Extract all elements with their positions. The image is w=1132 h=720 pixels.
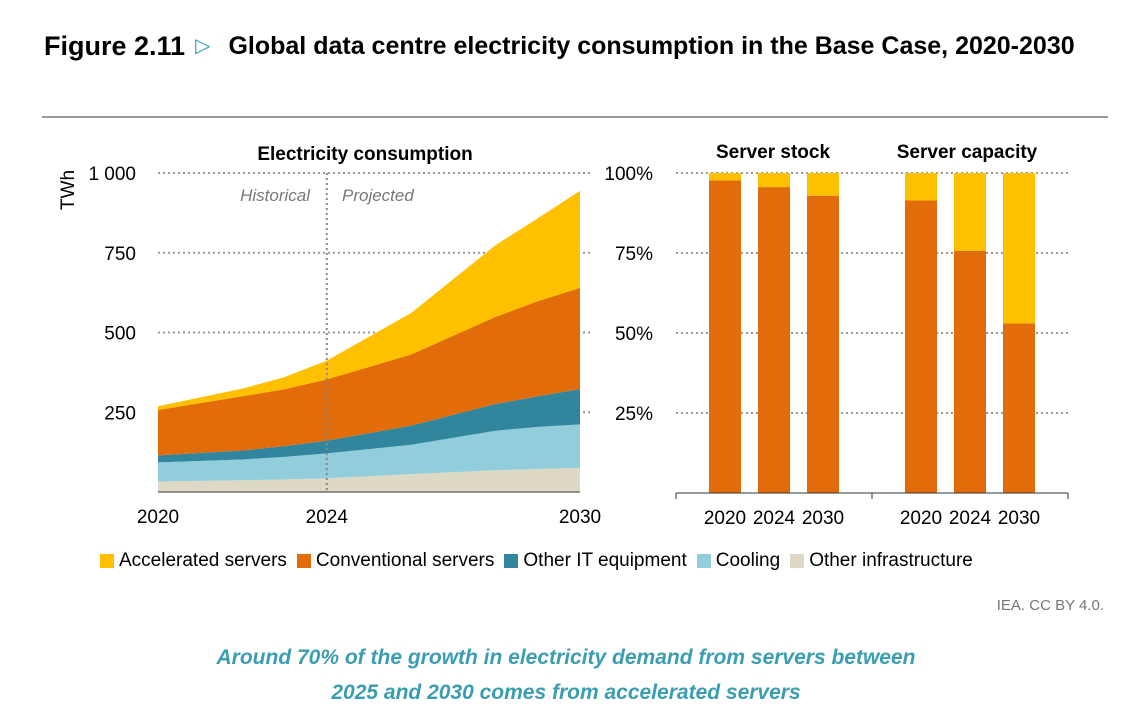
x-tick-label: 2024 bbox=[306, 507, 349, 528]
bar-segment-conventional-servers bbox=[954, 250, 986, 493]
y-tick-label: 100% bbox=[604, 164, 653, 185]
x-tick-label: 2030 bbox=[998, 508, 1040, 529]
legend-label: Other infrastructure bbox=[809, 550, 973, 571]
legend-item: Accelerated servers bbox=[100, 550, 287, 572]
source-note: IEA. CC BY 4.0. bbox=[996, 597, 1104, 614]
bar-chart-title: Server stock bbox=[716, 142, 831, 163]
bar-segment-accelerated-servers bbox=[807, 173, 839, 196]
y-tick-label: 50% bbox=[615, 324, 653, 345]
legend-item: Conventional servers bbox=[296, 550, 495, 572]
area-series-other-infrastructure bbox=[158, 467, 580, 492]
bar-segment-conventional-servers bbox=[709, 180, 741, 494]
triangle-right-icon: ▷ bbox=[195, 35, 211, 57]
x-tick-label: 2024 bbox=[753, 508, 796, 529]
y-tick-label: 250 bbox=[104, 403, 136, 424]
legend-label: Conventional servers bbox=[315, 550, 495, 571]
legend-swatch bbox=[696, 554, 711, 568]
legend-label: Accelerated servers bbox=[119, 550, 287, 571]
bar-segment-accelerated-servers bbox=[954, 173, 986, 251]
caption: Around 70% of the growth in electricity … bbox=[216, 646, 916, 704]
legend-label: Cooling bbox=[715, 550, 781, 571]
annotation-historical: Historical bbox=[240, 186, 311, 205]
x-tick-label: 2020 bbox=[137, 507, 179, 528]
x-tick-label: 2024 bbox=[949, 508, 992, 529]
bar-segment-accelerated-servers bbox=[709, 173, 741, 181]
x-tick-label: 2020 bbox=[704, 508, 746, 529]
bar-segment-conventional-servers bbox=[905, 200, 937, 493]
annotation-projected: Projected bbox=[342, 186, 414, 205]
figure-title: Global data centre electricity consumpti… bbox=[228, 32, 1075, 60]
bar-chart-panel: 25% 50% 75% 100% Server stock 2020 2024 2030 Ser… bbox=[604, 142, 1069, 529]
legend: Accelerated servers Conventional servers O… bbox=[100, 550, 973, 572]
legend-item: Other infrastructure bbox=[790, 550, 973, 572]
y-tick-label: 1 000 bbox=[88, 164, 136, 185]
y-tick-label: 75% bbox=[615, 244, 653, 265]
title-divider bbox=[42, 116, 1108, 118]
bar-segment-accelerated-servers bbox=[1003, 173, 1035, 324]
area-chart-panel: 250 500 750 1 000 Historical Projected Electri… bbox=[58, 144, 601, 528]
y-tick-label: 750 bbox=[104, 244, 136, 265]
bar-segment-conventional-servers bbox=[1003, 323, 1035, 493]
area-series-conventional-servers bbox=[158, 287, 580, 456]
bar-segment-accelerated-servers bbox=[758, 173, 790, 188]
legend-swatch bbox=[296, 554, 311, 568]
bar-segment-conventional-servers bbox=[807, 195, 839, 493]
legend-item: Other IT equipment bbox=[504, 550, 687, 572]
x-tick-label: 2030 bbox=[802, 508, 844, 529]
x-tick-label: 2020 bbox=[900, 508, 942, 529]
y-axis-label: TWh bbox=[58, 170, 79, 210]
area-series-cooling bbox=[158, 424, 580, 482]
area-series-other-it-equipment bbox=[158, 388, 580, 463]
legend-item: Cooling bbox=[696, 550, 781, 572]
legend-swatch bbox=[504, 554, 519, 568]
legend-swatch bbox=[100, 554, 114, 568]
legend-swatch bbox=[790, 554, 805, 568]
figure-header: Figure 2.11 ▷ Global data centre electri… bbox=[44, 28, 1104, 66]
x-tick-label: 2030 bbox=[559, 507, 601, 528]
figure-label: Figure 2.11 bbox=[44, 31, 186, 61]
y-tick-label: 500 bbox=[104, 324, 136, 345]
area-chart-title: Electricity consumption bbox=[257, 144, 472, 165]
bar-segment-conventional-servers bbox=[758, 187, 790, 493]
bar-chart-title: Server capacity bbox=[897, 142, 1038, 163]
legend-label: Other IT equipment bbox=[523, 550, 687, 571]
bar-segment-accelerated-servers bbox=[905, 173, 937, 201]
y-tick-label: 25% bbox=[615, 404, 653, 425]
area-series-accelerated-servers bbox=[158, 190, 580, 411]
